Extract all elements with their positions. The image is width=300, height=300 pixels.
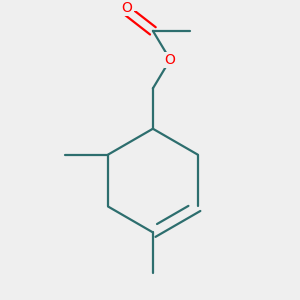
- Text: O: O: [165, 52, 176, 67]
- Text: O: O: [122, 1, 132, 15]
